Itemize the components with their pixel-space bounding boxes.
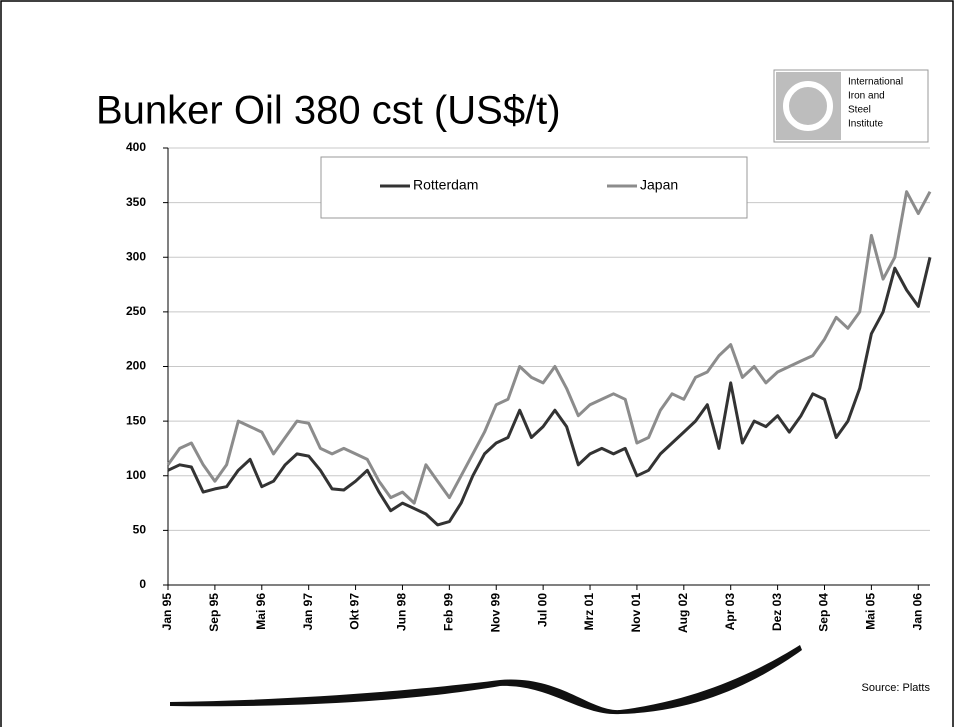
x-tick-label: Feb 99 (442, 593, 456, 631)
source-note: Source: Platts (862, 682, 931, 694)
x-tick-label: Jan 97 (301, 593, 315, 631)
y-tick-label: 150 (126, 413, 146, 427)
y-tick-label: 350 (126, 195, 146, 209)
y-tick-label: 100 (126, 468, 146, 482)
legend-label: Japan (640, 177, 678, 193)
series-line (166, 190, 932, 505)
logo-text: Iron and (848, 91, 885, 102)
x-tick-label: Mrz 01 (582, 593, 596, 631)
x-tick-label: Sep 04 (817, 593, 831, 632)
x-tick-label: Dez 03 (770, 593, 784, 631)
x-tick-label: Jun 98 (395, 593, 409, 631)
x-tick-label: Nov 99 (488, 593, 502, 633)
y-tick-label: 0 (139, 577, 146, 591)
x-tick-label: Nov 01 (629, 593, 643, 633)
logo-ring (783, 81, 833, 131)
x-tick-label: Mai 96 (254, 593, 268, 630)
logo: International Iron and Steel Institute (773, 69, 929, 143)
y-tick-label: 250 (126, 304, 146, 318)
x-tick-label: Mai 05 (864, 593, 878, 630)
decorative-swoosh (170, 645, 802, 715)
x-tick-label: Jan 95 (160, 593, 174, 631)
series-line (167, 256, 932, 527)
x-tick-label: Apr 03 (723, 593, 737, 631)
y-tick-label: 200 (126, 359, 146, 373)
logo-text: Steel (848, 105, 871, 116)
x-tick-label: Sep 95 (207, 593, 221, 632)
x-tick-label: Aug 02 (676, 593, 690, 633)
y-tick-label: 300 (126, 249, 146, 263)
logo-text: International (848, 77, 903, 88)
x-tick-label: Okt 97 (348, 593, 362, 630)
legend-label: Rotterdam (413, 177, 478, 193)
x-tick-label: Jul 00 (535, 593, 549, 627)
y-tick-label: 400 (126, 140, 146, 154)
x-tick-label: Jan 06 (910, 593, 924, 631)
chart-title: Bunker Oil 380 cst (US$/t) (96, 89, 561, 133)
logo-text: Institute (848, 119, 883, 130)
y-tick-label: 50 (133, 523, 147, 537)
